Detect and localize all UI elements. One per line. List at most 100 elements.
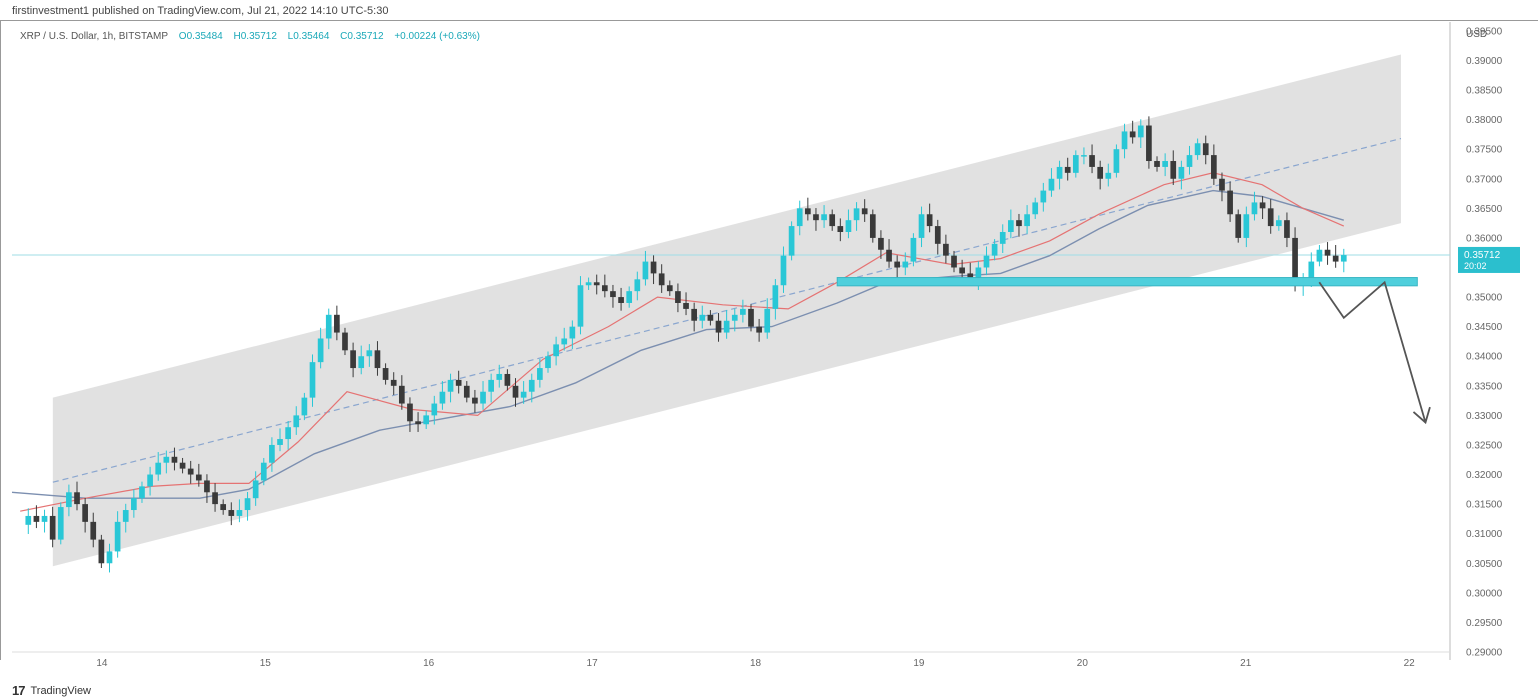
support-zone[interactable] [836, 277, 1418, 287]
candle-body [131, 498, 137, 511]
x-tick-label: 14 [96, 658, 108, 669]
candle-body [423, 415, 430, 425]
candle-body [309, 362, 316, 398]
candle-body [1064, 166, 1071, 173]
candle-body [1243, 214, 1250, 238]
candle-body [512, 385, 519, 398]
candle-body [1202, 143, 1209, 156]
candle-body [228, 510, 235, 516]
candle-body [731, 314, 738, 321]
candle-body [991, 243, 998, 256]
candle-body [398, 385, 405, 404]
last-price-badge [1458, 246, 1520, 273]
candle-body [666, 285, 673, 292]
candle-body [455, 379, 462, 386]
candle-body [366, 350, 373, 357]
candle-body [740, 308, 746, 315]
candle-body [1146, 125, 1152, 162]
candle-body [707, 314, 714, 321]
y-tick-label: 0.36000 [1466, 233, 1503, 244]
y-tick-label: 0.32500 [1466, 440, 1503, 451]
candle-body [431, 403, 438, 416]
x-tick-label: 19 [913, 658, 925, 669]
projection-path[interactable] [1318, 280, 1427, 423]
candle-body [723, 320, 730, 333]
candle-body [57, 507, 64, 540]
candle-body [358, 356, 365, 369]
legend-high: H0.35712 [233, 31, 277, 42]
candle-body [683, 302, 689, 309]
candle-body [447, 379, 454, 392]
x-tick-label: 22 [1404, 658, 1416, 669]
candle-body [139, 486, 145, 499]
candle-body [959, 267, 965, 274]
tradingview-footer: 17 TradingView [12, 683, 91, 698]
candle-body [114, 521, 121, 552]
candle-body [1308, 261, 1315, 280]
axis-currency-label: USD [1466, 29, 1487, 40]
top-divider [0, 20, 1538, 21]
y-tick-label: 0.31500 [1466, 500, 1503, 511]
candle-body [325, 314, 332, 339]
candle-body [634, 279, 641, 292]
candle-body [269, 444, 275, 463]
y-tick-label: 0.38500 [1466, 86, 1503, 97]
candle-body [1324, 249, 1331, 256]
candle-body [943, 243, 949, 256]
candle-body [1186, 155, 1193, 167]
y-tick-label: 0.29000 [1466, 648, 1503, 659]
candle-body [1129, 131, 1136, 138]
candle-body [577, 285, 584, 327]
y-tick-label: 0.34000 [1466, 352, 1503, 363]
candle-body [845, 220, 852, 232]
candle-body [90, 521, 97, 540]
y-tick-label: 0.37000 [1466, 174, 1503, 185]
candle-body [610, 291, 616, 298]
candle-body [252, 480, 259, 499]
candle-body [1170, 161, 1177, 179]
candle-body [187, 468, 194, 475]
candle-body [869, 214, 876, 238]
candle-body [642, 261, 649, 280]
candle-body [49, 515, 56, 540]
candle-body [837, 226, 844, 232]
candle-body [1056, 166, 1063, 179]
candle-body [1154, 161, 1160, 167]
candle-body [772, 285, 779, 309]
bar-countdown: 20:02 [1464, 261, 1487, 271]
candle-body [82, 504, 88, 522]
candle-body [244, 498, 251, 511]
last-price-value: 0.35712 [1464, 250, 1501, 261]
candle-body [1121, 131, 1128, 150]
candle-body [886, 249, 892, 262]
candle-body [204, 480, 210, 493]
candle-body [74, 492, 80, 505]
candle-body [293, 415, 300, 428]
candle-body [813, 214, 819, 221]
candle-body [1008, 220, 1014, 232]
candle-body [967, 273, 974, 280]
candle-body [179, 462, 186, 469]
y-tick-label: 0.35000 [1466, 293, 1503, 304]
candle-body [301, 397, 308, 416]
candle-body [390, 379, 397, 386]
candle-body [894, 261, 901, 268]
ema-slow-line [11, 189, 1344, 499]
candle-body [528, 379, 535, 392]
tradingview-logo-icon: 17 [12, 683, 26, 698]
y-tick-label: 0.32000 [1466, 470, 1503, 481]
candle-body [601, 285, 608, 292]
candle-body [106, 551, 113, 564]
candle-body [1032, 202, 1039, 215]
candle-body [1284, 220, 1290, 238]
candle-body [236, 510, 243, 516]
candle-body [488, 379, 494, 392]
y-tick-label: 0.39000 [1466, 56, 1503, 67]
candle-body [1040, 190, 1047, 203]
candle-body [439, 391, 446, 404]
candle-body [593, 282, 600, 286]
candle-body [1113, 149, 1120, 173]
candle-body [658, 273, 665, 286]
